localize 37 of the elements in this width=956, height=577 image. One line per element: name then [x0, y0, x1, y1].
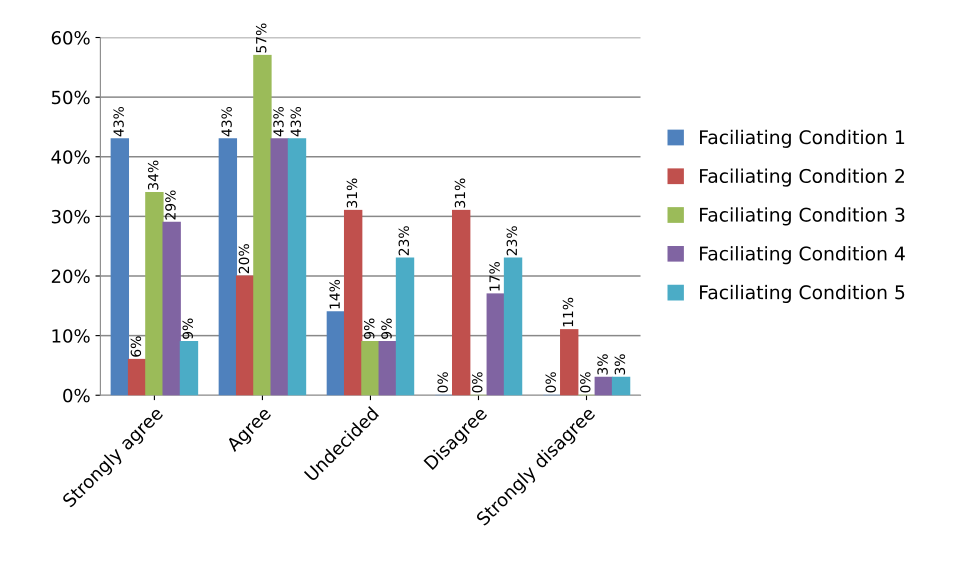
data-label: 29%: [165, 190, 176, 220]
data-label: 11%: [562, 298, 574, 326]
data-label: 9%: [182, 318, 193, 339]
legend-label: Faciliating Condition 3: [700, 207, 904, 226]
data-label: 43%: [221, 106, 232, 136]
data-label: 9%: [364, 318, 374, 339]
legend-label: Faciliating Condition 1: [700, 130, 904, 148]
y-tick-label: 50%: [52, 90, 90, 104]
data-label: 17%: [489, 262, 500, 291]
y-tick-label: 30%: [52, 210, 90, 224]
data-label: 0%: [437, 372, 448, 393]
legend-label: Faciliating Condition 5: [700, 284, 904, 303]
data-label: 9%: [381, 318, 392, 339]
data-label: 20%: [238, 244, 250, 274]
data-label: 3%: [597, 354, 608, 375]
y-tick-label: 10%: [52, 329, 90, 343]
data-label: 3%: [614, 354, 626, 375]
data-label: 0%: [472, 372, 483, 393]
y-tick-label: 60%: [52, 30, 90, 45]
data-label: 6%: [130, 336, 142, 357]
data-label: 14%: [329, 280, 340, 308]
data-label: 57%: [256, 24, 266, 53]
data-label: 31%: [346, 178, 358, 208]
data-label: 23%: [398, 226, 410, 256]
data-label: 23%: [506, 226, 518, 256]
data-label: 43%: [290, 106, 302, 136]
y-tick-label: 0%: [63, 388, 90, 402]
legend-label: Faciliating Condition 4: [700, 246, 905, 264]
y-tick-label: 20%: [52, 269, 90, 284]
data-label: 31%: [454, 178, 466, 208]
data-label: 0%: [545, 372, 556, 393]
data-label: 34%: [148, 160, 158, 190]
data-label: 43%: [273, 106, 284, 136]
data-label: 43%: [113, 106, 124, 136]
y-tick-label: 40%: [51, 150, 90, 164]
data-label: 0%: [580, 372, 591, 393]
legend-label: Faciliating Condition 2: [700, 168, 904, 187]
